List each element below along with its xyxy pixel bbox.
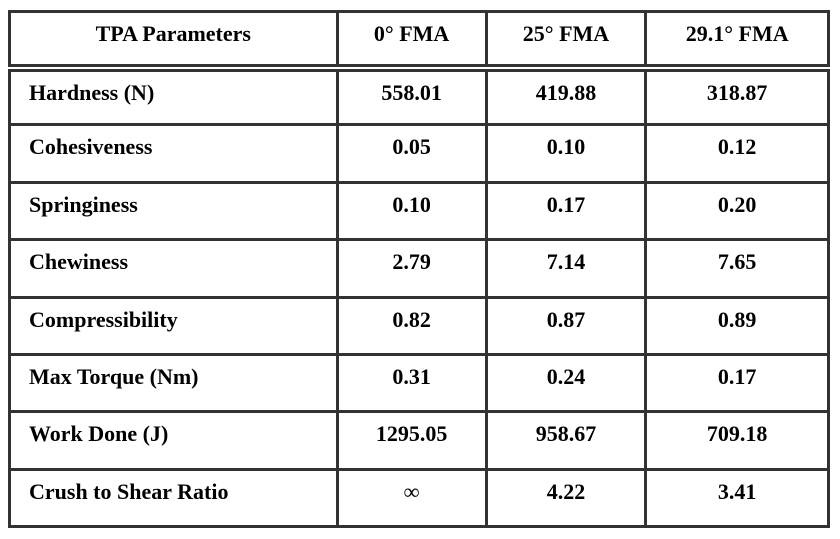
value-cell: 1295.05 — [335, 410, 488, 471]
row-label: Hardness (N) — [8, 65, 339, 127]
row-label: Compressibility — [8, 295, 339, 356]
row-label: Chewiness — [8, 238, 339, 299]
table-row-hardness: Hardness (N) 558.01 419.88 318.87 — [8, 65, 830, 127]
table-row-cohesiveness: Cohesiveness 0.05 0.10 0.12 — [8, 123, 830, 184]
value-cell: 0.05 — [335, 123, 488, 184]
value-cell: 709.18 — [644, 410, 830, 471]
table-row-springiness: Springiness 0.10 0.17 0.20 — [8, 180, 830, 242]
value-cell: 0.17 — [644, 352, 830, 414]
value-cell: 0.24 — [484, 352, 648, 414]
value-cell: 0.12 — [644, 123, 830, 184]
table-row-work-done: Work Done (J) 1295.05 958.67 709.18 — [8, 410, 830, 471]
table-row-chewiness: Chewiness 2.79 7.14 7.65 — [8, 238, 830, 299]
header-cell-0-fma: 0° FMA — [335, 10, 488, 72]
row-label: Cohesiveness — [8, 123, 339, 184]
value-cell: 0.31 — [335, 352, 488, 414]
value-cell: ∞ — [335, 467, 488, 529]
value-cell: 958.67 — [484, 410, 648, 471]
row-label: Work Done (J) — [8, 410, 339, 471]
value-cell: 2.79 — [335, 238, 488, 299]
value-cell: 0.82 — [335, 295, 488, 356]
value-cell: 4.22 — [484, 467, 648, 529]
value-cell: 0.89 — [644, 295, 830, 356]
row-label: Springiness — [8, 180, 339, 242]
table-header: TPA Parameters 0° FMA 25° FMA 29.1° FMA — [8, 10, 830, 72]
header-cell-29-fma: 29.1° FMA — [644, 10, 830, 72]
header-cell-parameters: TPA Parameters — [8, 10, 339, 72]
value-cell: 7.65 — [644, 238, 830, 299]
row-label: Crush to Shear Ratio — [8, 467, 339, 529]
header-row: TPA Parameters 0° FMA 25° FMA 29.1° FMA — [8, 10, 830, 72]
value-cell: 0.20 — [644, 180, 830, 242]
table-row-crush-to-shear-ratio: Crush to Shear Ratio ∞ 4.22 3.41 — [8, 467, 830, 529]
value-cell: 0.10 — [484, 123, 648, 184]
value-cell: 7.14 — [484, 238, 648, 299]
row-label: Max Torque (Nm) — [8, 352, 339, 414]
value-cell: 318.87 — [644, 65, 830, 127]
value-cell: 3.41 — [644, 467, 830, 529]
table-row-compressibility: Compressibility 0.82 0.87 0.89 — [8, 295, 830, 356]
value-cell: 558.01 — [335, 65, 488, 127]
table-row-max-torque: Max Torque (Nm) 0.31 0.24 0.17 — [8, 352, 830, 414]
value-cell: 0.17 — [484, 180, 648, 242]
value-cell: 0.10 — [335, 180, 488, 242]
tpa-parameters-table: TPA Parameters 0° FMA 25° FMA 29.1° FMA … — [8, 10, 830, 529]
value-cell: 419.88 — [484, 65, 648, 127]
value-cell: 0.87 — [484, 295, 648, 356]
header-cell-25-fma: 25° FMA — [484, 10, 648, 72]
table-body: Hardness (N) 558.01 419.88 318.87 Cohesi… — [8, 65, 830, 529]
